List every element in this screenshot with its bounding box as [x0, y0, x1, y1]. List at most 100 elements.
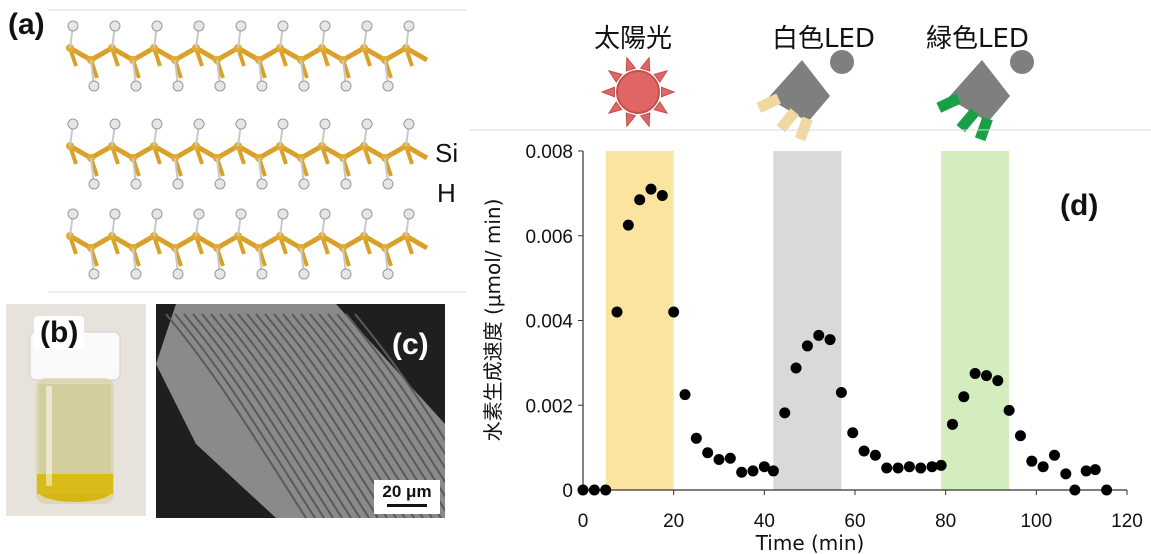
sun-ray: [653, 70, 669, 83]
data-point: [600, 484, 612, 496]
sun-icon: [600, 56, 676, 128]
y-tick-label: 0: [562, 481, 573, 502]
data-point: [926, 461, 938, 473]
h-atom: [67, 208, 79, 220]
panel-c-sem-image: (c) 20 μm: [156, 304, 445, 518]
data-point: [724, 452, 736, 464]
data-point: [881, 462, 893, 474]
data-point: [935, 459, 947, 471]
y-tick-label: 0.006: [525, 227, 573, 248]
data-point: [690, 432, 702, 444]
illumination-band-2: [773, 151, 842, 490]
data-point: [611, 306, 623, 318]
h-atom: [256, 268, 268, 280]
data-point: [892, 462, 904, 474]
h-atom: [172, 178, 184, 190]
scale-bar-text: 20 μm: [382, 482, 432, 501]
x-tick-label: 60: [844, 511, 865, 532]
h-atom: [298, 268, 310, 280]
data-point: [980, 370, 992, 382]
sun-ray: [600, 86, 615, 98]
data-point: [824, 334, 836, 346]
atom-label-h: H: [437, 178, 456, 208]
h-atom: [361, 20, 373, 32]
data-point: [758, 461, 770, 473]
panel-b-vial-photo: (b): [6, 304, 146, 516]
data-point: [790, 362, 802, 374]
h-atom: [277, 20, 289, 32]
h-atom: [109, 208, 121, 220]
data-point: [903, 461, 915, 473]
data-point: [577, 484, 589, 496]
data-point: [1069, 484, 1081, 496]
data-point: [946, 418, 958, 430]
h-atom: [382, 268, 394, 280]
panel-d-label: (d): [1060, 189, 1098, 222]
h-atom: [382, 80, 394, 92]
data-point: [702, 447, 714, 459]
h-atom: [277, 118, 289, 130]
data-point: [622, 219, 634, 231]
x-tick-label: 80: [935, 511, 956, 532]
h-atom: [382, 178, 394, 190]
data-point: [713, 453, 725, 465]
x-tick-label: 100: [1020, 511, 1052, 532]
h-atom: [298, 80, 310, 92]
scale-bar-line: [387, 504, 427, 507]
x-tick-label: 20: [663, 511, 684, 532]
light-label-white-led: 白色LED: [772, 24, 875, 54]
data-point: [634, 194, 646, 206]
h-atom: [214, 268, 226, 280]
h-atom: [130, 178, 142, 190]
h-atom: [319, 20, 331, 32]
panel-c-label: (c): [392, 328, 429, 361]
h-atom: [88, 178, 100, 190]
data-point: [668, 306, 680, 318]
sun-ray: [661, 86, 676, 98]
h-atom: [130, 80, 142, 92]
sun-ray: [639, 112, 651, 128]
data-point: [779, 407, 791, 419]
x-tick-label: 0: [578, 511, 589, 532]
h-atom: [109, 118, 121, 130]
h-atom: [193, 20, 205, 32]
data-point: [1003, 404, 1015, 416]
h-atom: [151, 208, 163, 220]
y-tick-label: 0.002: [525, 396, 573, 417]
data-point: [1026, 455, 1038, 467]
data-point: [679, 389, 691, 401]
data-point: [1048, 449, 1060, 461]
h-atom: [403, 118, 415, 130]
data-point: [1101, 484, 1113, 496]
panel-d-chart: 太陽光 白色LED 緑色LED 0 20 40 60 80 100 120 0 0.002 0.0…: [470, 0, 1151, 554]
chart-svg: 0 20 40 60 80 100 120 0 0.002 0.004 0.006 0.008 (d)…: [470, 50, 1151, 554]
h-atom: [88, 80, 100, 92]
h-atom: [361, 208, 373, 220]
flashlight-white-icon: [756, 50, 854, 142]
illumination-band-1: [605, 151, 674, 490]
sun-ray: [607, 101, 623, 114]
h-atom: [319, 118, 331, 130]
illumination-band-3: [941, 151, 1010, 490]
h-atom: [256, 80, 268, 92]
data-point: [858, 445, 870, 457]
h-atom: [67, 20, 79, 32]
h-atom: [235, 118, 247, 130]
data-point: [801, 340, 813, 352]
data-point: [1080, 465, 1092, 477]
h-atom: [130, 268, 142, 280]
data-point: [656, 189, 668, 201]
h-atom: [235, 208, 247, 220]
panel-b-label: (b): [34, 316, 85, 350]
data-point: [847, 427, 859, 439]
panel-a-structure: (a) Si H: [0, 0, 470, 300]
h-atom: [172, 268, 184, 280]
silicon-layer: [66, 208, 429, 280]
h-atom: [403, 20, 415, 32]
x-tick-label: 40: [754, 511, 775, 532]
flashlight-green-icon: [936, 50, 1034, 142]
h-atom: [88, 268, 100, 280]
data-point: [969, 367, 981, 379]
data-point: [645, 183, 657, 195]
h-atom: [298, 178, 310, 190]
